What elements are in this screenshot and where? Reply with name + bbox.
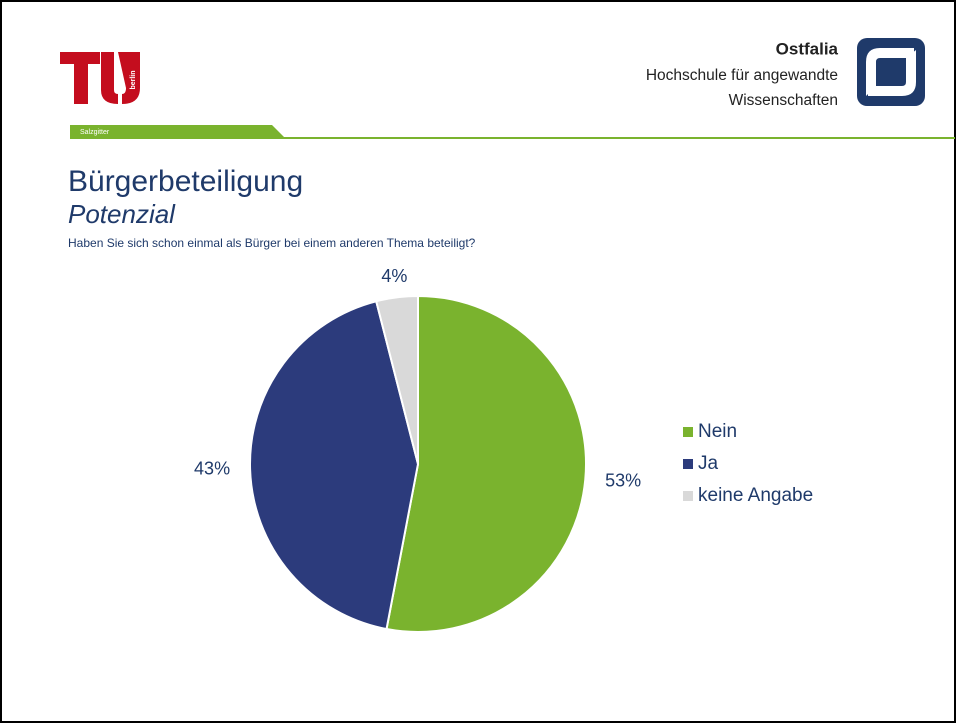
data-label: 53% bbox=[605, 470, 641, 490]
chart-title: Bürgerbeteiligung bbox=[68, 165, 303, 198]
legend-swatch bbox=[683, 459, 693, 469]
pie-slice bbox=[375, 294, 419, 465]
legend-label: keine Angabe bbox=[698, 485, 813, 506]
chart-subtitle: Potenzial bbox=[68, 199, 176, 229]
legend-swatch bbox=[683, 491, 693, 501]
legend-label: Nein bbox=[698, 421, 737, 442]
logo-u-left bbox=[101, 52, 118, 104]
logo-mark bbox=[866, 48, 916, 96]
tu-logo: berlin bbox=[60, 52, 140, 104]
legend-label: Ja bbox=[698, 453, 719, 474]
logo-text: berlin bbox=[130, 70, 137, 89]
tab-label: Salzgitter bbox=[80, 129, 110, 136]
logo-t bbox=[60, 52, 100, 104]
legend-swatch bbox=[683, 427, 693, 437]
ostfalia-name: Ostfalia bbox=[776, 39, 839, 58]
ostfalia-logo bbox=[857, 38, 925, 106]
tab bbox=[70, 125, 285, 138]
ostfalia-line: Wissenschaften bbox=[729, 92, 838, 109]
ostfalia-line: Hochschule für angewandte bbox=[646, 67, 838, 84]
question: Haben Sie sich schon einmal als Bürger b… bbox=[68, 236, 476, 250]
pie-slice bbox=[249, 300, 420, 631]
data-label: 43% bbox=[194, 459, 230, 479]
data-label: 4% bbox=[381, 266, 407, 286]
logo-u-right bbox=[118, 52, 140, 104]
pie-slice bbox=[385, 294, 587, 633]
